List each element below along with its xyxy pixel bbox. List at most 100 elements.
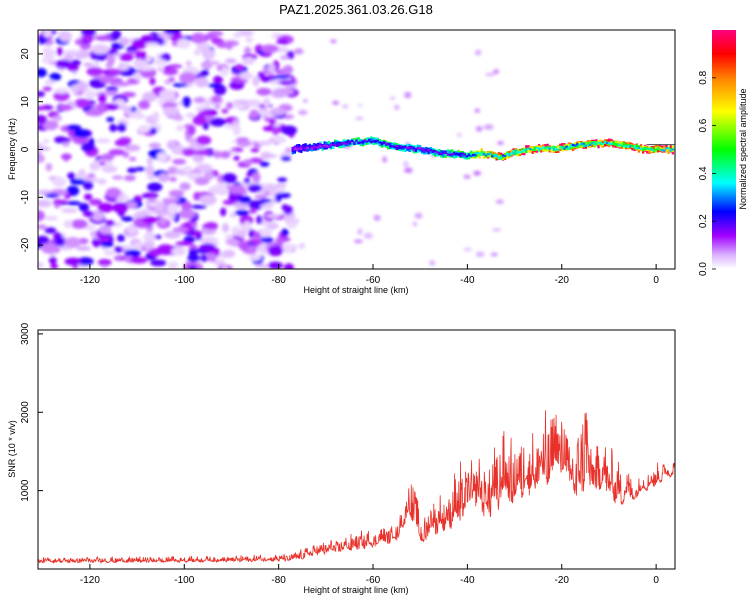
noise-blob <box>153 58 167 66</box>
noise-blob <box>58 30 72 42</box>
noise-blob <box>207 253 217 263</box>
track-cell <box>325 145 328 148</box>
track-cell <box>300 148 303 151</box>
track-cell <box>618 143 621 147</box>
track-cell <box>404 145 407 149</box>
track-cell <box>444 151 447 154</box>
noise-blob <box>194 163 213 174</box>
track-cell <box>465 155 469 158</box>
noise-blob <box>145 42 160 47</box>
noise-blob <box>66 124 82 131</box>
noise-blob <box>97 92 107 103</box>
noise-blob <box>265 213 281 219</box>
track-cell <box>540 147 543 150</box>
noise-blob <box>176 124 184 131</box>
noise-blob <box>70 59 82 67</box>
track-cell <box>533 146 537 150</box>
noise-blob <box>382 156 387 163</box>
noise-blob <box>90 210 105 221</box>
track-cell <box>542 146 545 149</box>
noise-blob <box>132 241 143 250</box>
noise-blob <box>429 260 436 266</box>
track-cell <box>620 141 624 146</box>
noise-blob <box>228 184 246 194</box>
noise-blob <box>143 239 155 250</box>
track-cell <box>351 139 354 142</box>
noise-blob <box>78 202 90 212</box>
noise-blob <box>188 265 198 269</box>
track-cell <box>412 149 416 152</box>
track-cell <box>610 143 613 146</box>
track-cell <box>423 150 426 153</box>
noise-blob <box>209 117 227 127</box>
noise-blob <box>287 220 298 229</box>
track-cell <box>469 152 473 157</box>
track-cell <box>603 141 607 144</box>
track-cell <box>295 145 299 151</box>
noise-blob <box>269 117 277 126</box>
track-cell <box>489 152 492 155</box>
noise-blob <box>142 216 157 225</box>
track-cell <box>467 153 471 157</box>
track-cell <box>590 142 594 148</box>
track-cell <box>389 143 392 147</box>
track-cell <box>548 147 551 150</box>
noise-blob <box>277 184 285 194</box>
noise-blob <box>118 64 130 71</box>
noise-blob <box>163 231 181 239</box>
noise-blob <box>267 245 284 257</box>
track-cell <box>612 142 615 145</box>
track-cell <box>527 147 530 150</box>
track-cell <box>317 146 320 149</box>
track-cell <box>584 142 588 146</box>
noise-blob <box>54 87 69 94</box>
noise-blob <box>260 203 273 210</box>
noise-blob <box>96 138 111 144</box>
noise-blob <box>260 153 278 159</box>
track-cell <box>614 141 617 145</box>
track-cell <box>355 139 358 142</box>
noise-blob <box>89 198 103 206</box>
noise-blob <box>213 259 226 266</box>
noise-blob <box>63 49 81 56</box>
track-cell <box>336 143 339 146</box>
track-cell <box>635 144 638 148</box>
track-cell <box>310 145 314 149</box>
noise-blob <box>55 59 73 69</box>
noise-blob <box>202 33 217 40</box>
noise-blob <box>247 184 263 193</box>
track-cell <box>457 153 460 156</box>
noise-blob <box>277 177 288 183</box>
track-cell <box>448 153 452 156</box>
noise-blob <box>178 209 196 219</box>
noise-blob <box>156 151 167 162</box>
noise-blob <box>193 191 201 201</box>
track-cell <box>620 144 624 148</box>
noise-blob <box>281 125 298 136</box>
track-cell <box>397 145 401 149</box>
track-cell <box>616 142 619 146</box>
track-cell <box>346 141 350 144</box>
track-cell <box>529 148 532 151</box>
noise-blob <box>276 88 295 95</box>
track-cell <box>567 146 571 149</box>
noise-blob <box>243 220 251 231</box>
noise-blob <box>162 105 180 117</box>
spectrogram-y-ticks: -20 -10 0 10 20 <box>20 48 43 252</box>
track-cell <box>365 140 369 143</box>
track-cell <box>669 149 672 152</box>
noise-blob <box>226 102 233 110</box>
track-cell <box>357 141 360 144</box>
noise-blob <box>70 84 79 94</box>
noise-blob <box>54 236 66 247</box>
track-cell <box>610 141 613 145</box>
noise-blob <box>224 124 241 130</box>
noise-blob <box>116 234 126 242</box>
noise-blob <box>97 202 114 213</box>
snr-x-tick-label: -60 <box>366 575 381 586</box>
track-cell <box>312 144 316 147</box>
track-cell <box>584 144 588 147</box>
noise-blob <box>156 244 175 256</box>
noise-blob <box>267 261 283 269</box>
track-cell <box>408 147 411 150</box>
